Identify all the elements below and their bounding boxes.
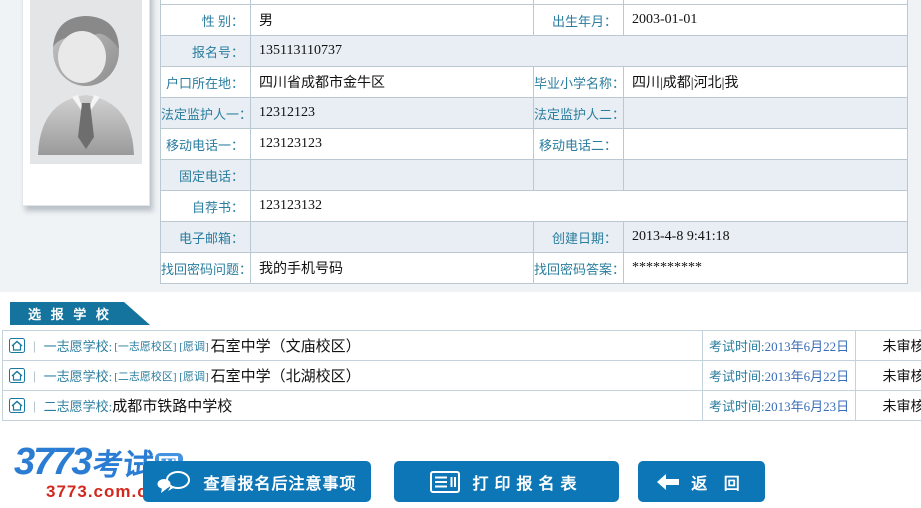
- regno-label: 报名号：: [160, 35, 251, 67]
- school-tags: [二志愿校区] [愿调]: [114, 370, 209, 383]
- password-answer-label: 找回密码答案：: [533, 252, 624, 284]
- table-row-mobile: 移动电话一： 123123123 移动电话二：: [160, 128, 908, 160]
- exam-time-label: 考试时间:: [709, 339, 765, 354]
- guardian1-label: 法定监护人一：: [160, 97, 251, 129]
- profile-top-section: 性 别： 男 出生年月： 2003-01-01 报名号： 13511311073…: [0, 0, 921, 292]
- primary-school-value: 四川|成都|河北|我: [623, 66, 908, 98]
- school-choice-label: 一志愿学校:: [43, 369, 113, 384]
- school-choice-label: 一志愿学校:: [43, 339, 113, 354]
- mobile2-label: 移动电话二：: [533, 128, 624, 160]
- selected-schools-section-title: 选 报 学 校: [10, 302, 150, 325]
- separator: |: [33, 367, 36, 383]
- landline-label: 固定电话：: [160, 159, 251, 191]
- birthdate-label: 出生年月：: [533, 4, 624, 36]
- exam-time-value: 2013年6月22日: [764, 339, 850, 354]
- print-form-icon: [430, 470, 461, 493]
- table-row-gender: 性 别： 男 出生年月： 2003-01-01: [160, 4, 908, 36]
- password-answer-value: **********: [623, 252, 908, 284]
- print-form-label: 打印报名表: [472, 475, 583, 493]
- created-date-value: 2013-4-8 9:41:18: [623, 221, 908, 253]
- guardian2-label: 法定监护人二：: [533, 97, 624, 129]
- residence-label: 户口所在地：: [160, 66, 251, 98]
- school-tags: [一志愿校区] [愿调]: [114, 340, 209, 353]
- mobile1-label: 移动电话一：: [160, 128, 251, 160]
- logo-domain: 3773.com.cn: [46, 482, 160, 501]
- residence-value: 四川省成都市金牛区: [250, 66, 534, 98]
- table-row-password: 找回密码问题： 我的手机号码 找回密码答案： **********: [160, 252, 908, 284]
- chat-bubbles-icon: [157, 470, 191, 493]
- logo-number: 3773: [14, 441, 93, 483]
- table-row-recommendation: 自荐书： 123123132: [160, 190, 908, 222]
- school-name: 石室中学（北湖校区）: [210, 369, 361, 385]
- school-name: 成都市铁路中学校: [112, 399, 233, 415]
- created-date-label: 创建日期：: [533, 221, 624, 253]
- view-notice-button[interactable]: 查看报名后注意事项: [143, 461, 371, 502]
- school-name: 石室中学（文庙校区）: [210, 339, 361, 355]
- table-row-email: 电子邮箱： 创建日期： 2013-4-8 9:41:18: [160, 221, 908, 253]
- print-form-button[interactable]: 打印报名表: [394, 461, 619, 502]
- exam-time-label: 考试时间:: [709, 399, 765, 414]
- mobile1-value: 123123123: [250, 128, 534, 160]
- review-status: 未审核: [855, 360, 921, 391]
- photo-card: [22, 0, 150, 206]
- landline-value: [250, 159, 534, 191]
- review-status: 未审核: [855, 390, 921, 421]
- school-choice-label: 二志愿学校:: [43, 399, 113, 414]
- table-row-residence: 户口所在地： 四川省成都市金牛区 毕业小学名称： 四川|成都|河北|我: [160, 66, 908, 98]
- recommendation-value: 123123132: [250, 190, 908, 222]
- exam-time-value: 2013年6月23日: [764, 399, 850, 414]
- gender-label: 性 别：: [160, 4, 251, 36]
- school-row: | 一志愿学校: [二志愿校区] [愿调] 石室中学（北湖校区） 考试时间:2013年…: [2, 360, 921, 391]
- home-icon[interactable]: [9, 368, 25, 383]
- home-icon[interactable]: [9, 338, 25, 353]
- password-question-label: 找回密码问题：: [160, 252, 251, 284]
- mobile2-value: [623, 128, 908, 160]
- password-question-value: 我的手机号码: [250, 252, 534, 284]
- recommendation-label: 自荐书：: [160, 190, 251, 222]
- guardian1-value: 12312123: [250, 97, 534, 129]
- email-label: 电子邮箱：: [160, 221, 251, 253]
- home-icon[interactable]: [9, 398, 25, 413]
- selected-schools-table-wrap: | 一志愿学校: [一志愿校区] [愿调] 石室中学（文庙校区） 考试时间:2013年…: [2, 330, 921, 425]
- gender-value: 男: [250, 4, 534, 36]
- regno-value: 135113110737: [250, 35, 908, 67]
- school-row: | 一志愿学校: [一志愿校区] [愿调] 石室中学（文庙校区） 考试时间:2013年…: [2, 330, 921, 361]
- separator: |: [33, 337, 36, 353]
- guardian2-value: [623, 97, 908, 129]
- table-row-landline: 固定电话：: [160, 159, 908, 191]
- selected-schools-table: | 一志愿学校: [一志愿校区] [愿调] 石室中学（文庙校区） 考试时间:2013年…: [2, 330, 921, 421]
- avatar-placeholder: [30, 0, 142, 164]
- table-row-guardian: 法定监护人一： 12312123 法定监护人二：: [160, 97, 908, 129]
- back-arrow-icon: [657, 473, 680, 490]
- school-row: | 二志愿学校:成都市铁路中学校 考试时间:2013年6月23日 未审核: [2, 390, 921, 421]
- exam-time-label: 考试时间:: [709, 369, 765, 384]
- back-button[interactable]: 返 回: [638, 461, 765, 502]
- back-label: 返 回: [691, 475, 746, 493]
- review-status: 未审核: [855, 330, 921, 361]
- separator: |: [33, 397, 36, 413]
- exam-time-value: 2013年6月22日: [764, 369, 850, 384]
- birthdate-value: 2003-01-01: [623, 4, 908, 36]
- primary-school-label: 毕业小学名称：: [533, 66, 624, 98]
- applicant-info-table: 性 别： 男 出生年月： 2003-01-01 报名号： 13511311073…: [160, 0, 908, 284]
- email-value: [250, 221, 534, 253]
- view-notice-label: 查看报名后注意事项: [203, 475, 357, 493]
- person-avatar-icon: [38, 16, 134, 155]
- table-row-regno: 报名号： 135113110737: [160, 35, 908, 67]
